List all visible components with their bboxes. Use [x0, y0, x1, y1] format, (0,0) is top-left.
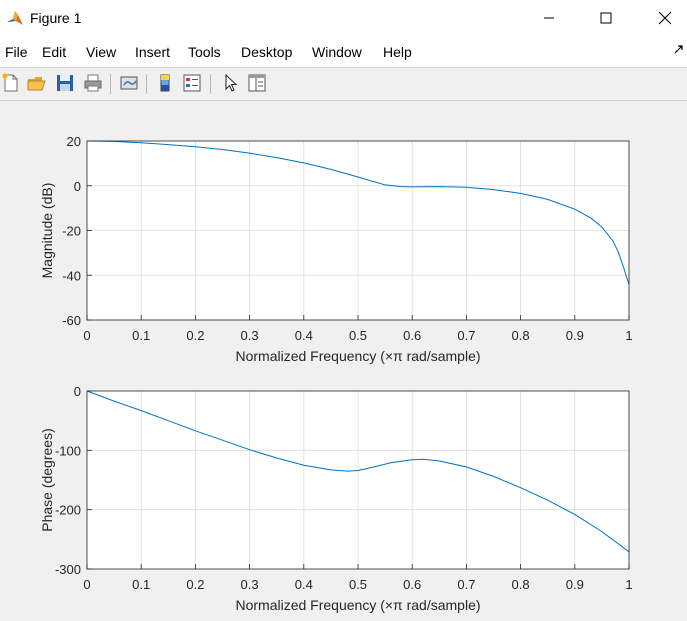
x-tick-label: 0.1: [132, 328, 150, 343]
menu-window[interactable]: Window: [312, 44, 362, 60]
menu-view[interactable]: View: [86, 44, 117, 60]
toolbar-separator: [110, 74, 111, 94]
y-tick-label: 0: [74, 179, 81, 194]
y-tick-label: 0: [74, 384, 81, 399]
magnitude-tick-labels: 0 0.1 0.2 0.3 0.4 0.5 0.6 0.7 0.8 0.9 1 -60 -40 -20 0 2…: [62, 134, 632, 343]
open-folder-icon[interactable]: [26, 72, 48, 94]
x-tick-label: 0.5: [349, 577, 367, 592]
x-tick-label: 0.7: [457, 328, 475, 343]
x-tick-label: 1: [625, 328, 632, 343]
y-tick-label: -20: [62, 224, 81, 239]
x-tick-label: 0.5: [349, 328, 367, 343]
x-tick-label: 0.4: [295, 577, 313, 592]
window-title: Figure 1: [30, 10, 82, 26]
matlab-logo-icon: [7, 11, 23, 25]
magnitude-series-line: [86, 140, 630, 285]
menu-desktop[interactable]: Desktop: [241, 44, 293, 60]
colorbar-icon[interactable]: [154, 72, 176, 94]
menu-insert[interactable]: Insert: [135, 44, 171, 60]
save-icon[interactable]: [54, 72, 76, 94]
legend-icon[interactable]: [181, 72, 203, 94]
y-tick-label: -300: [55, 562, 81, 577]
edit-plot-arrow-icon[interactable]: [220, 72, 242, 94]
x-tick-label: 0.8: [512, 328, 530, 343]
dock-arrow-icon[interactable]: [673, 43, 685, 55]
phase-axes-box: [86, 390, 630, 570]
new-figure-icon[interactable]: [0, 72, 22, 94]
phase-axes[interactable]: 0 0.1 0.2 0.3 0.4 0.5 0.6 0.7 0.8 0.9 1 -300 -200 -10…: [39, 384, 633, 613]
phase-y-axis-label: Phase (degrees): [39, 428, 55, 532]
link-plot-icon[interactable]: [118, 72, 140, 94]
y-tick-label: -100: [55, 443, 81, 458]
x-tick-label: 0.6: [403, 577, 421, 592]
minimize-button[interactable]: [534, 6, 564, 30]
close-button[interactable]: [650, 6, 680, 30]
menu-edit[interactable]: Edit: [42, 44, 67, 60]
magnitude-axes[interactable]: 0 0.1 0.2 0.3 0.4 0.5 0.6 0.7 0.8 0.9 1 -60 -40 -20 0 2…: [39, 134, 633, 364]
toolbar: [0, 68, 687, 101]
toolbar-separator: [210, 74, 211, 94]
x-tick-label: 0.8: [512, 577, 530, 592]
close-icon: [658, 11, 672, 25]
title-bar: Figure 1: [0, 0, 687, 38]
menu-tools[interactable]: Tools: [188, 44, 221, 60]
magnitude-y-axis-label: Magnitude (dB): [39, 183, 55, 279]
phase-x-axis-label: Normalized Frequency (×π rad/sample): [235, 597, 480, 613]
minimize-icon: [544, 17, 554, 19]
y-tick-label: -200: [55, 503, 81, 518]
magnitude-axes-box: [86, 140, 630, 321]
x-tick-label: 0.2: [186, 328, 204, 343]
x-tick-label: 0.7: [457, 577, 475, 592]
magnitude-x-axis-label: Normalized Frequency (×π rad/sample): [235, 348, 480, 364]
x-tick-label: 0.3: [241, 328, 259, 343]
x-tick-label: 0.3: [241, 577, 259, 592]
x-tick-label: 0: [83, 328, 90, 343]
x-tick-label: 0.4: [295, 328, 313, 343]
phase-series-line: [86, 390, 630, 553]
x-tick-label: 0: [83, 577, 90, 592]
print-icon[interactable]: [82, 72, 104, 94]
property-inspector-icon[interactable]: [246, 72, 268, 94]
y-tick-label: -60: [62, 313, 81, 328]
menu-file[interactable]: File: [5, 44, 28, 60]
x-tick-label: 1: [625, 577, 632, 592]
y-tick-label: 20: [67, 134, 81, 149]
x-tick-label: 0.6: [403, 328, 421, 343]
x-tick-label: 0.9: [566, 577, 584, 592]
x-tick-label: 0.2: [186, 577, 204, 592]
x-tick-label: 0.9: [566, 328, 584, 343]
x-tick-label: 0.1: [132, 577, 150, 592]
menu-help[interactable]: Help: [383, 44, 412, 60]
maximize-icon: [600, 12, 612, 24]
menu-bar: File Edit View Insert Tools Desktop Wind…: [0, 38, 687, 68]
toolbar-separator: [146, 74, 147, 94]
y-tick-label: -40: [62, 268, 81, 283]
maximize-button[interactable]: [591, 6, 621, 30]
